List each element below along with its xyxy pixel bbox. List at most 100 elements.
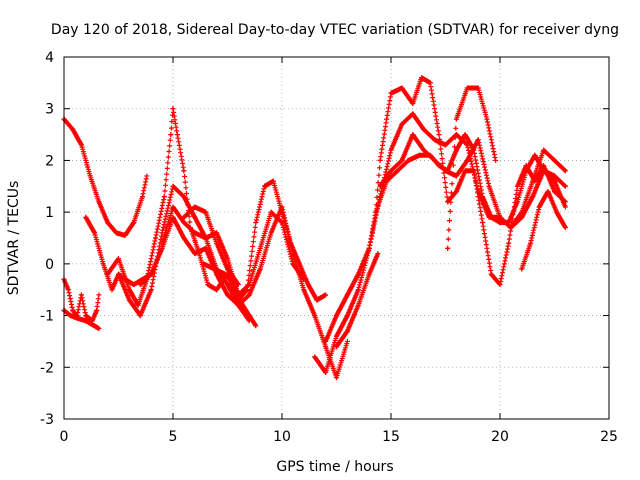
data-point (122, 232, 128, 238)
data-point (225, 256, 230, 262)
data-point (395, 168, 401, 174)
data-point (135, 302, 141, 308)
series-satellite-track-2 (61, 276, 102, 324)
data-point (235, 282, 241, 288)
data-point (78, 292, 84, 298)
data-point (70, 307, 76, 313)
data-point (74, 315, 80, 321)
data-point (203, 209, 209, 215)
data-point (399, 157, 405, 163)
data-point (144, 173, 150, 179)
data-point (253, 323, 259, 329)
plot-border (63, 56, 610, 420)
series-satellite-track-7 (137, 204, 350, 381)
data-point (475, 188, 481, 194)
x-tick-label: 5 (169, 429, 178, 445)
data-point (410, 101, 416, 107)
data-point (159, 245, 165, 251)
data-point (475, 85, 481, 91)
series-satellite-track-16 (445, 85, 499, 251)
data-point (519, 266, 525, 272)
data-point (159, 240, 165, 246)
data-point (246, 292, 252, 298)
data-point (421, 147, 427, 153)
data-point (170, 204, 176, 210)
data-point (453, 132, 459, 138)
y-tick-label: -3 (40, 412, 54, 428)
data-point (257, 266, 263, 272)
data-point (480, 219, 486, 225)
data-point (464, 85, 470, 91)
data-point (443, 142, 448, 148)
data-point (170, 106, 176, 112)
data-point (528, 240, 534, 246)
data-point (92, 230, 98, 236)
series-satellite-track-10 (201, 261, 259, 329)
x-tick-label: 0 (60, 429, 69, 445)
data-point (388, 147, 394, 153)
data-point (96, 199, 102, 205)
y-tick-label: 0 (45, 257, 54, 273)
data-point (246, 282, 252, 288)
data-point (334, 375, 339, 381)
data-point (497, 282, 503, 288)
data-point (148, 271, 154, 277)
data-point (344, 328, 350, 334)
data-point (214, 230, 220, 236)
data-point (377, 157, 383, 163)
data-points (61, 75, 568, 381)
data-point (96, 292, 102, 298)
data-point (131, 282, 137, 288)
data-point (192, 251, 198, 257)
data-point (153, 235, 159, 241)
data-point (554, 209, 560, 215)
data-point (181, 214, 187, 220)
data-point (100, 261, 106, 267)
x-tick-label: 10 (273, 429, 291, 445)
data-point (279, 204, 285, 210)
data-point (421, 126, 427, 132)
data-point (113, 230, 119, 236)
data-point (323, 338, 329, 344)
data-point (192, 230, 198, 236)
series-satellite-track-9 (181, 204, 241, 288)
data-point (314, 297, 320, 303)
series-satellite-track-1 (61, 116, 150, 238)
data-point (344, 313, 350, 319)
data-point (530, 194, 536, 200)
data-point (399, 121, 405, 127)
data-point (405, 157, 411, 163)
data-point (410, 111, 416, 117)
y-tick-label: -1 (40, 309, 54, 325)
data-point (181, 168, 187, 174)
data-point (480, 194, 486, 200)
data-point (105, 219, 111, 225)
data-point (355, 271, 361, 277)
y-tick-label: 3 (45, 102, 54, 118)
data-point (410, 132, 416, 138)
data-point (366, 245, 372, 251)
y-tick-label: 2 (45, 153, 54, 169)
data-point (225, 292, 230, 298)
data-point (203, 245, 209, 251)
data-point (65, 287, 71, 293)
data-point (488, 214, 494, 220)
data-point (214, 240, 220, 246)
data-point (523, 168, 529, 174)
data-point (192, 204, 198, 210)
data-point (486, 183, 492, 189)
data-point (231, 282, 237, 288)
data-point (475, 137, 481, 143)
data-point (532, 152, 538, 158)
data-point (323, 292, 329, 298)
data-point (305, 282, 311, 288)
data-point (235, 302, 241, 308)
data-point (268, 209, 274, 215)
data-point (488, 271, 494, 277)
data-point (445, 245, 451, 251)
data-point (87, 173, 93, 179)
data-point (270, 178, 276, 184)
data-point (168, 132, 174, 138)
data-point (203, 235, 209, 241)
data-point (323, 369, 329, 375)
